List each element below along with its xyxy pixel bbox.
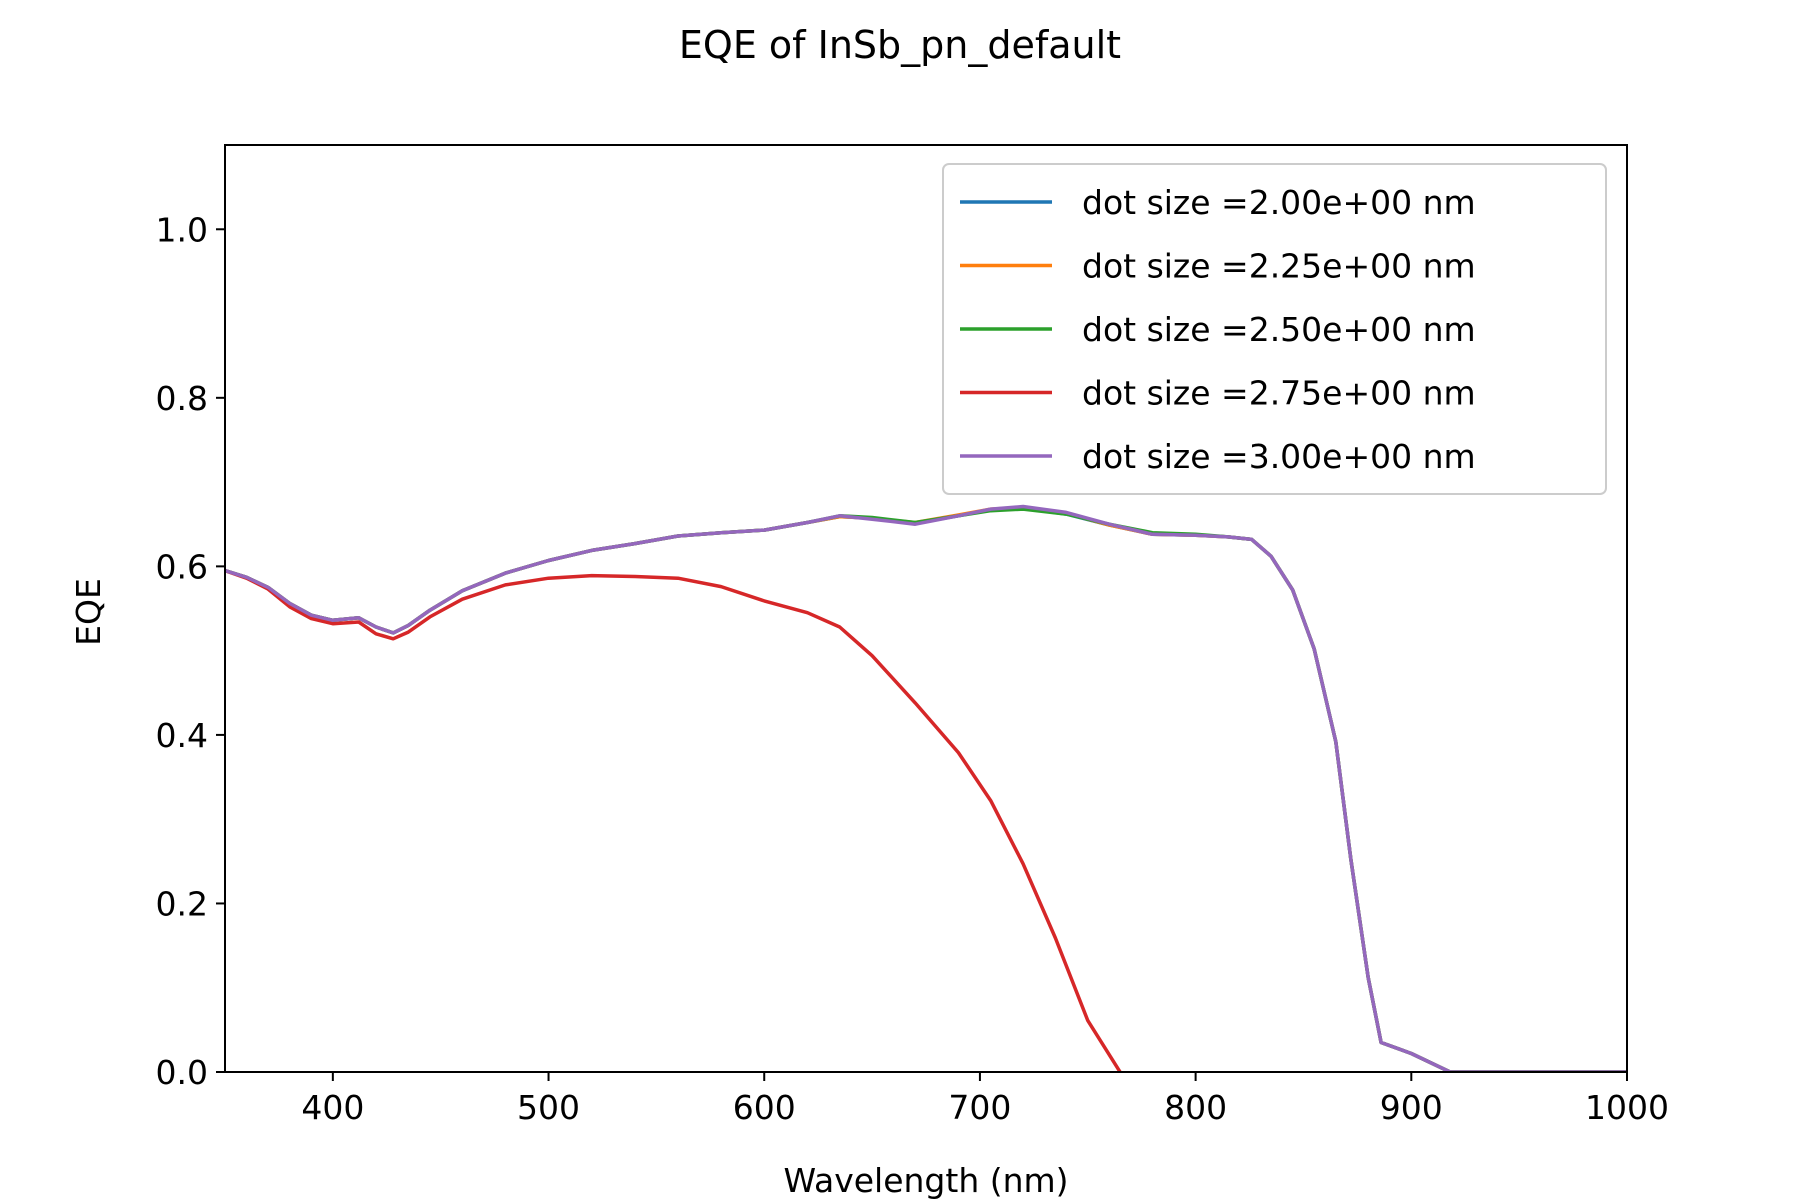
y-axis-label: EQE xyxy=(69,578,108,646)
legend-label-4: dot size =2.75e+00 nm xyxy=(1082,374,1476,413)
x-axis-label: Wavelength (nm) xyxy=(783,1161,1068,1200)
y-tick-label: 0.6 xyxy=(156,547,208,586)
x-tick-label: 400 xyxy=(301,1088,364,1127)
y-tick-label: 0.2 xyxy=(156,884,208,923)
legend-label-3: dot size =2.50e+00 nm xyxy=(1082,310,1476,349)
plot-area xyxy=(224,144,1628,1073)
series-layer xyxy=(225,504,1627,1072)
x-tick-label: 600 xyxy=(733,1088,796,1127)
y-axis-ticks: 0.0 0.2 0.4 0.6 0.8 1.0 xyxy=(156,210,225,1092)
legend-box xyxy=(942,163,1607,495)
x-tick-label: 500 xyxy=(517,1088,580,1127)
legend-label-5: dot size =3.00e+00 nm xyxy=(1082,437,1476,476)
y-tick-label: 1.0 xyxy=(156,210,208,249)
chart-title: EQE of InSb_pn_default xyxy=(679,23,1121,67)
x-tick-label: 700 xyxy=(948,1088,1011,1127)
y-tick-label: 0.0 xyxy=(156,1053,208,1092)
legend: dot size =2.00e+00 nm dot size =2.25e+00 … xyxy=(942,163,1607,495)
y-tick-label: 0.4 xyxy=(156,716,208,755)
x-tick-label: 800 xyxy=(1164,1088,1227,1127)
legend-label-2: dot size =2.25e+00 nm xyxy=(1082,247,1476,286)
x-tick-label: 900 xyxy=(1380,1088,1443,1127)
series-line-4 xyxy=(225,568,1122,1072)
x-tick-label: 1000 xyxy=(1585,1088,1669,1127)
series-line-5 xyxy=(225,504,1627,1072)
axes-frame xyxy=(224,144,1628,1073)
y-tick-label: 0.8 xyxy=(156,379,208,418)
legend-label-1: dot size =2.00e+00 nm xyxy=(1082,183,1476,222)
x-axis-ticks: 400 500 600 700 800 900 1000 xyxy=(301,1072,1669,1127)
